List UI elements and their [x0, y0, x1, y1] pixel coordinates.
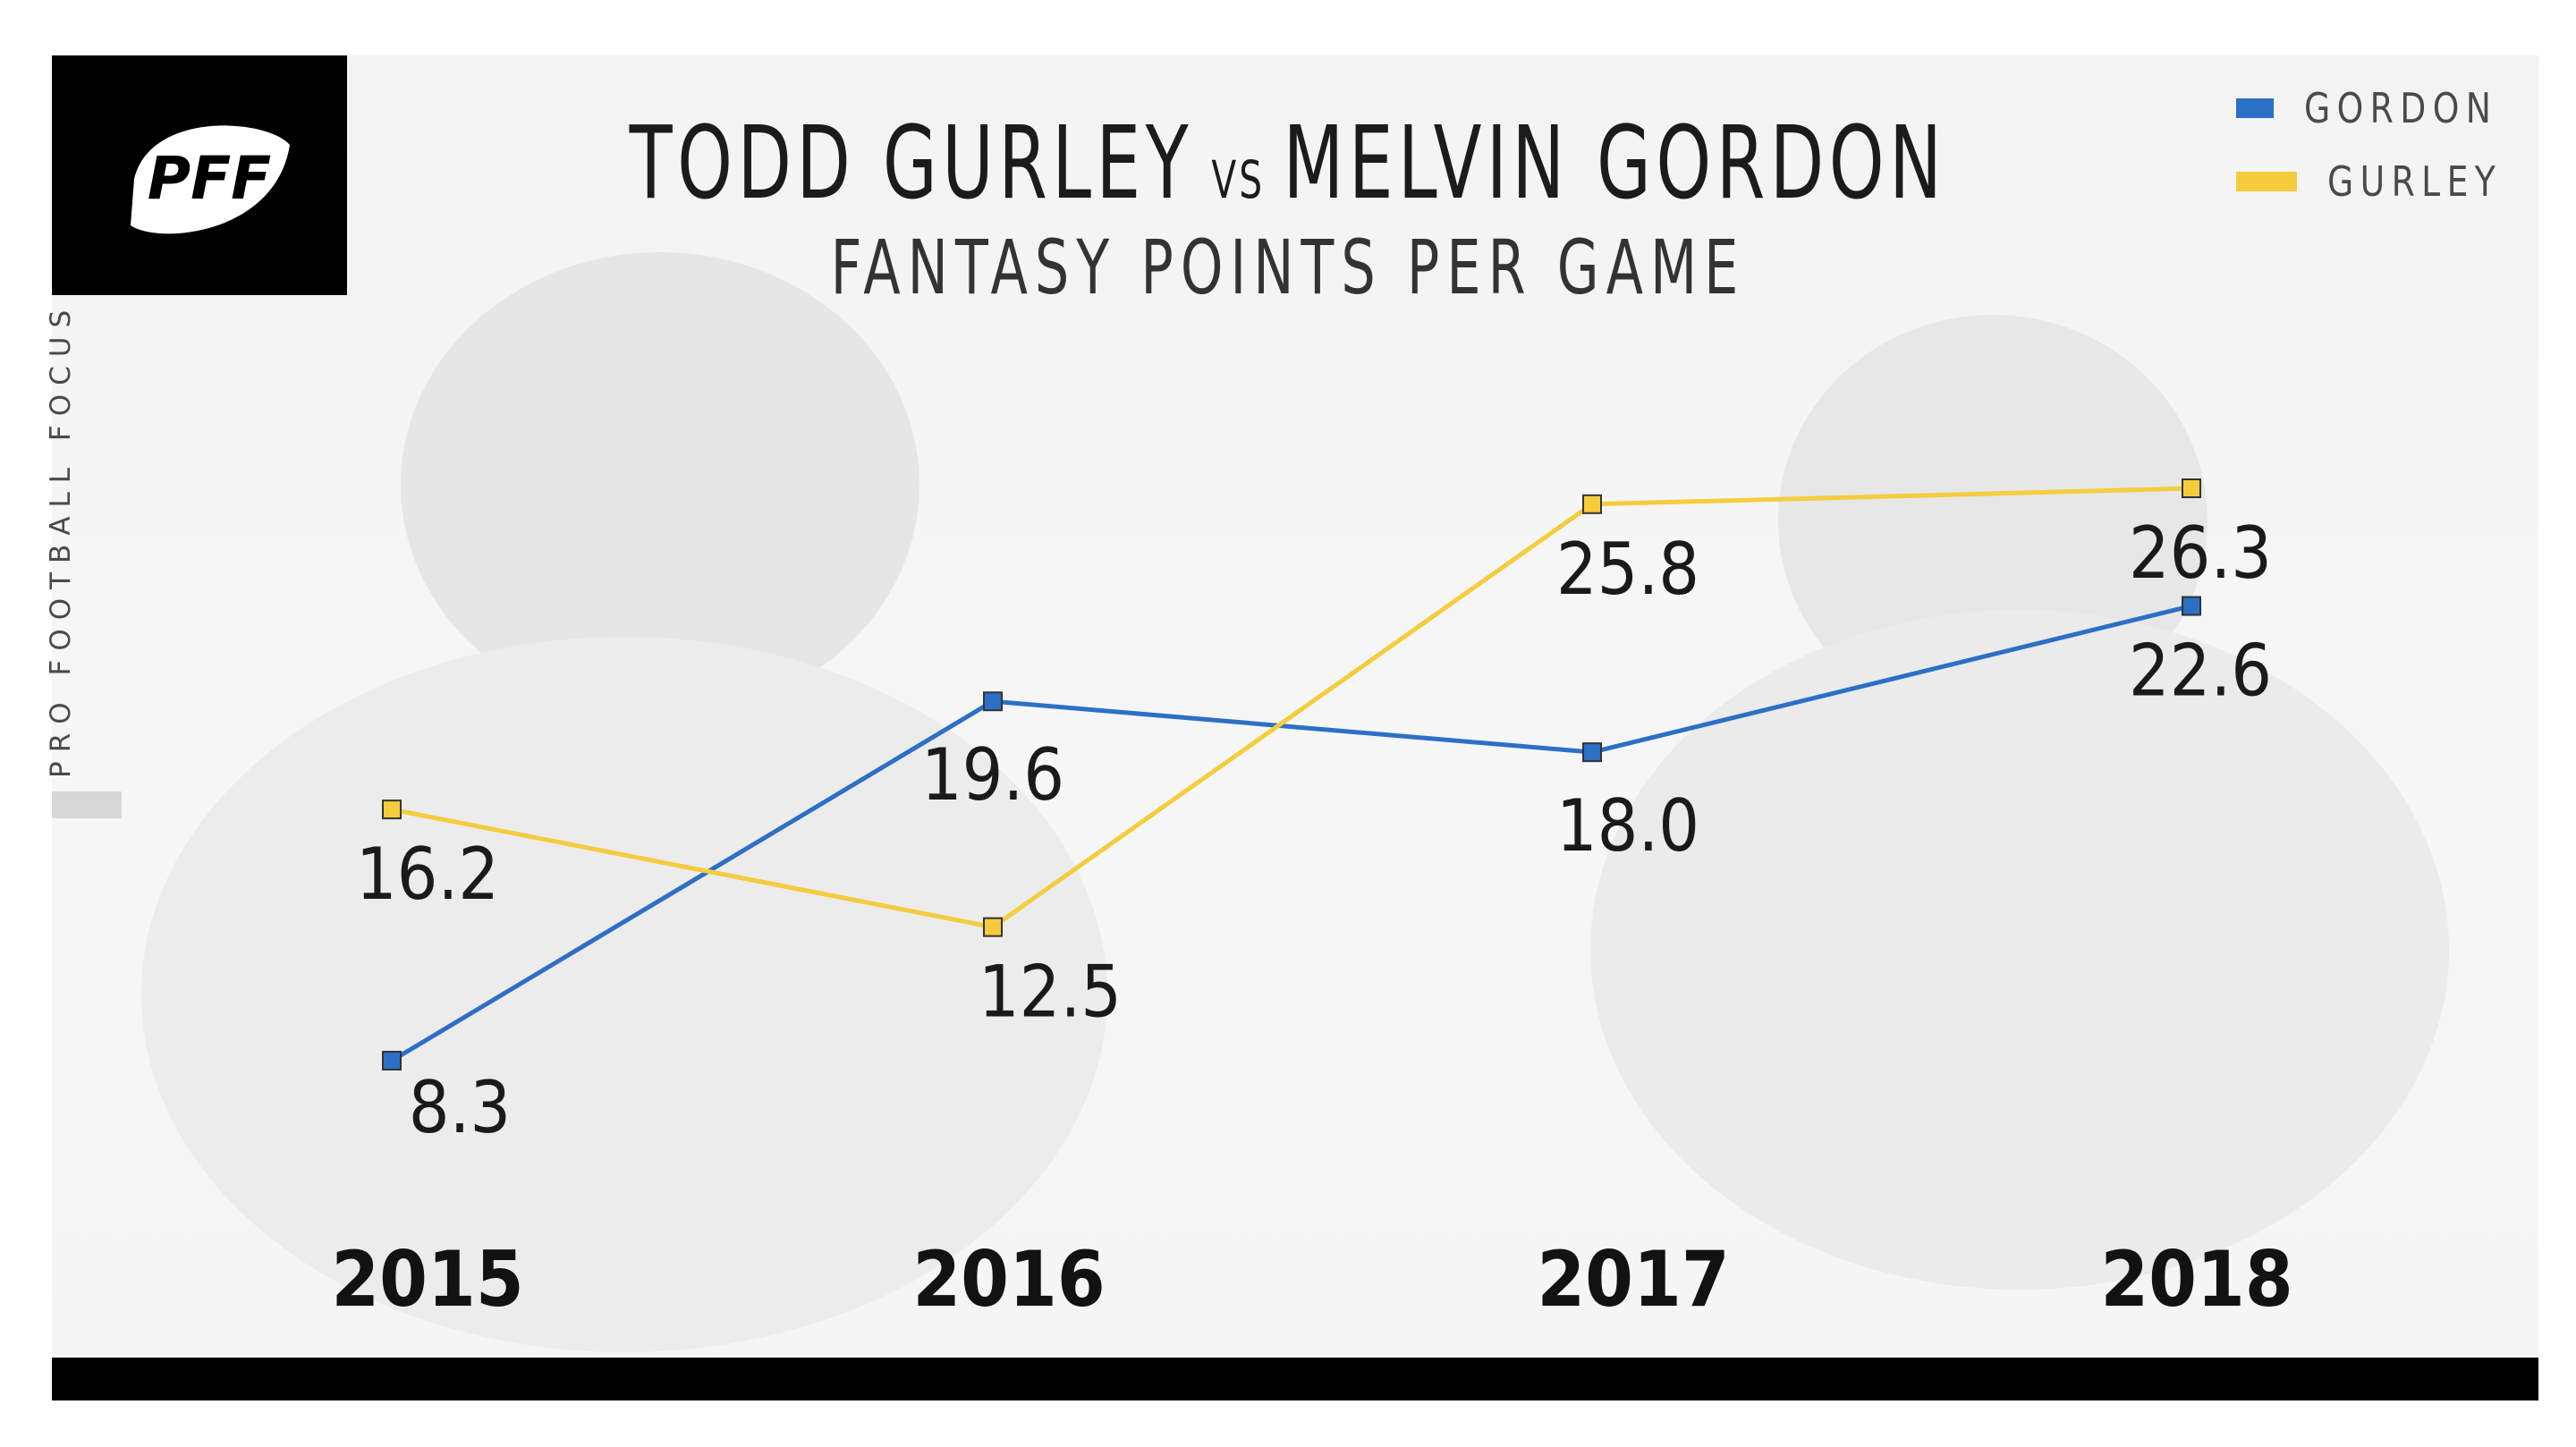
side-accent-bar [52, 791, 122, 818]
legend-swatch-gordon [2236, 98, 2275, 118]
legend-label-gordon: GORDON [2304, 84, 2498, 132]
left-helmet-shape [401, 252, 919, 717]
data-label-gordon-2016: 19.6 [921, 733, 1064, 817]
chart-subtitle: FANTASY POINTS PER GAME [830, 224, 1746, 311]
pff-logo-text: PFF [148, 144, 272, 213]
data-label-gordon-2018: 22.6 [2129, 630, 2272, 713]
point-gurley-2017 [1582, 494, 1602, 514]
point-gordon-2017 [1582, 742, 1602, 763]
x-tick-2016: 2016 [912, 1235, 1105, 1324]
legend-swatch-gurley [2236, 172, 2297, 191]
title-vs: VS [1211, 149, 1266, 210]
x-tick-2015: 2015 [331, 1235, 523, 1324]
x-tick-2018: 2018 [2100, 1235, 2292, 1324]
pff-logo-box: PFF [52, 55, 347, 295]
chart-title: TODD GURLEY VS MELVIN GORDON [0, 106, 2576, 222]
series-line-gordon [390, 604, 2192, 1063]
point-gordon-2018 [2182, 596, 2201, 616]
bottom-bar [52, 1358, 2538, 1400]
title-player-1: TODD GURLEY [629, 106, 1194, 222]
point-gordon-2015 [382, 1051, 402, 1070]
data-label-gordon-2015: 8.3 [409, 1066, 511, 1149]
series-line-gurley [391, 486, 2192, 930]
pff-logo-icon: PFF [131, 125, 290, 234]
legend-item-gordon: GORDON [2236, 72, 2540, 145]
point-gurley-2015 [382, 800, 402, 820]
point-gordon-2016 [983, 691, 1003, 712]
title-player-2: MELVIN GORDON [1283, 106, 1947, 222]
data-label-gurley-2017: 25.8 [1556, 528, 1699, 611]
data-label-gurley-2016: 12.5 [979, 951, 1122, 1034]
data-label-gordon-2017: 18.0 [1556, 784, 1699, 867]
right-shoulders-shape [1590, 610, 2449, 1290]
data-label-gurley-2018: 26.3 [2129, 512, 2272, 595]
legend-item-gurley: GURLEY [2236, 145, 2540, 218]
legend-label-gurley: GURLEY [2326, 157, 2503, 206]
point-gurley-2016 [983, 917, 1003, 937]
data-label-gurley-2015: 16.2 [356, 833, 499, 916]
point-gurley-2018 [2182, 478, 2201, 498]
legend: GORDON GURLEY [2236, 72, 2540, 218]
x-tick-2017: 2017 [1537, 1235, 1729, 1324]
title-text: TODD GURLEY VS MELVIN GORDON [630, 106, 1947, 222]
